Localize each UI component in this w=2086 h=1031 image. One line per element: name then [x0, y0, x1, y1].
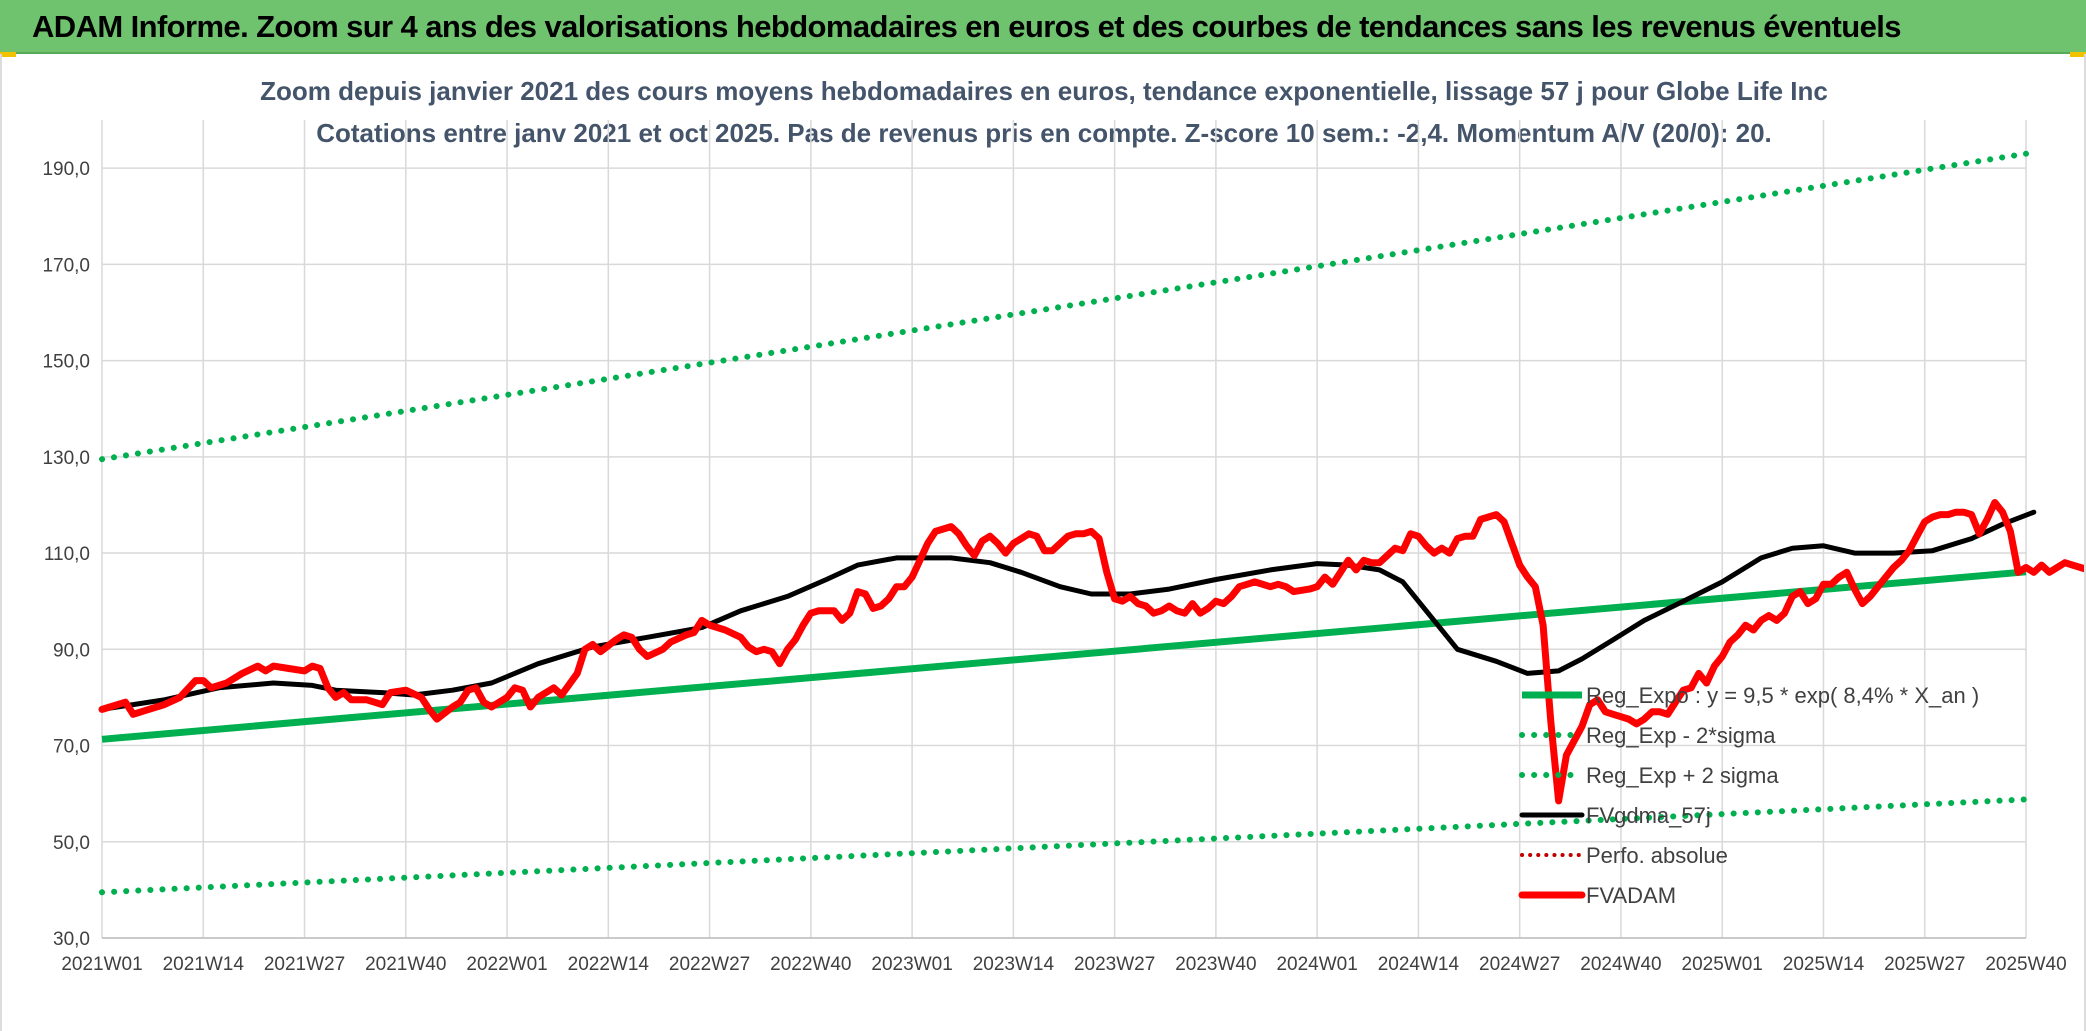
fvgdma-57j-line: [99, 509, 2037, 712]
x-tick-label: 2024W40: [1580, 954, 1661, 975]
chart-subtitle: Cotations entre janv 2021 et oct 2025. P…: [316, 118, 1772, 148]
plot-area: [98, 150, 2084, 896]
gridlines: [101, 120, 2027, 939]
reg-exp-minus-2sigma-line: [99, 796, 2029, 896]
x-tick-label: 2021W01: [61, 954, 142, 975]
x-tick-label: 2022W40: [770, 954, 851, 975]
y-tick-label: 50,0: [53, 833, 90, 854]
legend-label: Reg_Expo : y = 9,5 * exp( 8,4% * X_an ): [1586, 683, 1979, 708]
chart: Zoom depuis janvier 2021 des cours moyen…: [42, 76, 2084, 975]
x-tick-label: 2025W40: [1985, 954, 2066, 975]
legend-label: Reg_Exp + 2 sigma: [1586, 763, 1779, 788]
x-tick-label: 2023W40: [1175, 954, 1256, 975]
legend-label: Reg_Exp - 2*sigma: [1586, 723, 1776, 748]
y-tick-label: 90,0: [53, 640, 90, 661]
x-tick-label: 2024W14: [1378, 954, 1460, 975]
x-tick-label: 2024W01: [1276, 954, 1357, 975]
x-tick-label: 2023W01: [871, 954, 952, 975]
x-tick-label: 2022W01: [466, 954, 547, 975]
x-tick-label: 2025W01: [1682, 954, 1763, 975]
reg-exp-plus-2sigma-line: [99, 150, 2029, 463]
y-tick-label: 170,0: [42, 255, 90, 276]
y-tick-label: 70,0: [53, 737, 90, 758]
report-title: ADAM Informe. Zoom sur 4 ans des valoris…: [32, 9, 1902, 44]
legend-label: FVgdma_57j: [1586, 803, 1711, 828]
x-tick-label: 2024W27: [1479, 954, 1560, 975]
y-axis: 30,0 50,0 70,0 90,0 110,0 130,0 150,0 170,0 190,…: [42, 159, 90, 950]
chart-title: Zoom depuis janvier 2021 des cours moyen…: [260, 76, 1828, 106]
x-tick-label: 2023W14: [973, 954, 1055, 975]
x-tick-label: 2021W27: [264, 954, 345, 975]
y-tick-label: 130,0: [42, 448, 90, 469]
x-tick-label: 2022W14: [568, 954, 650, 975]
corner-mark-left: [0, 52, 16, 57]
x-axis: 2021W01 2021W14 2021W27 2021W40 2022W01 2022W…: [61, 937, 2067, 975]
x-tick-label: 2021W14: [163, 954, 245, 975]
x-tick-label: 2022W27: [669, 954, 750, 975]
legend: Reg_Expo : y = 9,5 * exp( 8,4% * X_an ) R…: [1518, 683, 1979, 908]
report-banner: ADAM Informe. Zoom sur 4 ans des valoris…: [0, 0, 2086, 54]
y-tick-label: 30,0: [53, 929, 90, 950]
x-tick-label: 2025W27: [1884, 954, 1965, 975]
x-tick-label: 2023W27: [1074, 954, 1155, 975]
y-tick-label: 190,0: [42, 159, 90, 180]
corner-mark-right: [2070, 52, 2086, 57]
y-tick-label: 150,0: [42, 352, 90, 373]
x-tick-label: 2021W40: [365, 954, 446, 975]
reg-expo-line: [101, 568, 2027, 743]
legend-label: Perfo. absolue: [1586, 843, 1728, 868]
fvadam-line: [98, 499, 2084, 805]
x-tick-label: 2025W14: [1783, 954, 1865, 975]
chart-frame: Zoom depuis janvier 2021 des cours moyen…: [0, 54, 2086, 1031]
legend-label: FVADAM: [1586, 883, 1676, 908]
y-tick-label: 110,0: [44, 544, 90, 565]
